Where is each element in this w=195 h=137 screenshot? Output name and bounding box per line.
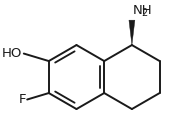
Polygon shape: [129, 20, 135, 45]
Text: 2: 2: [141, 8, 147, 18]
Text: HO: HO: [2, 47, 23, 60]
Text: NH: NH: [133, 4, 153, 17]
Text: F: F: [19, 93, 26, 106]
